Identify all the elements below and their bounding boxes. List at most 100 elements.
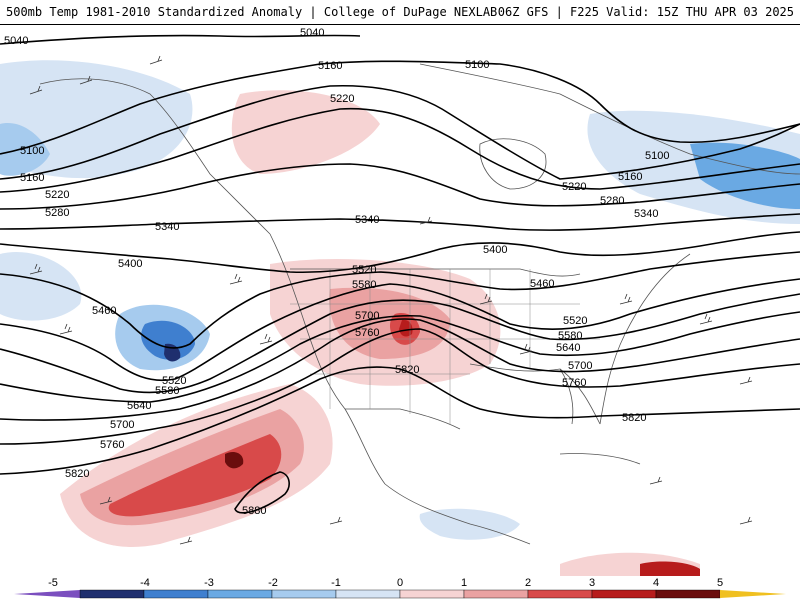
coastline-mexico-pacific [384,483,531,545]
anomaly-colorbar: -5 -4 -3 -2 -1 0 1 2 3 4 5 [0,576,800,600]
tick-label-3: 3 [589,577,595,589]
map-canvas: 5040 5040 5100 5100 5100 5160 5160 5160 … [0,27,800,576]
contour-5160 [0,84,800,180]
tick-label-4: 4 [653,577,659,589]
contour-5100-east [599,103,800,144]
colorbar-segment [271,589,337,599]
contour-5040 [0,34,361,45]
colorbar-segment [14,590,80,598]
contour-5100 [0,60,601,155]
contour-labels: 5040 5040 5100 5100 5100 5160 5160 5160 … [4,27,669,517]
tick-label-2: 2 [525,577,531,589]
map-title: 500mb Temp 1981-2010 Standardized Anomal… [6,5,498,19]
contour-5400 [0,231,800,274]
wind-barb [739,376,753,385]
wind-barb [519,343,533,355]
contour-label-5580-east: 5580 [558,330,582,342]
border-us-mexico [345,408,461,430]
contour-label-5100-west: 5100 [20,145,44,157]
contour-label-5640-west: 5640 [127,400,151,412]
colorbar-segment [143,589,209,599]
coastline-gulf [469,363,601,425]
contour-5340 [0,213,800,231]
colorbar-segment [207,589,273,599]
tick-label-neg4: -4 [140,577,150,589]
cold-anomaly-alaska [0,60,193,179]
contour-label-5760-north: 5760 [355,327,379,339]
contour-label-5040: 5040 [4,35,28,47]
contour-label-5340-east: 5340 [634,208,658,220]
geographic-borders [39,63,800,545]
warm-anomaly-caribbean-core [640,561,700,576]
tick-label-0: 0 [397,577,403,589]
wind-barb [479,293,493,305]
contour-label-5400-center: 5400 [483,244,507,256]
colorbar-segment [655,589,721,599]
contour-5700 [0,318,800,421]
tick-label-neg1: -1 [331,577,341,589]
contour-label-5280-west: 5280 [45,207,69,219]
contour-label-5160-east: 5160 [618,171,642,183]
contour-5760 [0,328,800,445]
contour-5280 [0,163,800,210]
contour-label-5100-north: 5100 [465,59,489,71]
contour-5520 [0,278,800,382]
contour-label-5700-west: 5700 [110,419,134,431]
colorbar-segment [399,589,465,599]
cold-anomaly-canada-east-core [690,142,800,209]
cold-anomaly-alaska-core [0,123,50,176]
contour-label-5520-east: 5520 [563,315,587,327]
cold-anomaly-pacific-west [0,252,82,321]
contour-label-5280-east: 5280 [600,195,624,207]
colorbar-segment [335,589,401,599]
colorbar-segment [720,590,786,598]
contour-5820 [0,366,800,475]
contour-label-5760-east: 5760 [562,377,586,389]
contour-label-5460-west: 5460 [92,305,116,317]
colorbar-segment [591,589,657,599]
wind-barb [29,263,43,275]
tick-label-neg5: -5 [48,577,58,589]
contour-label-5820-east: 5820 [622,412,646,424]
contour-label-5160-north: 5160 [318,60,342,72]
contour-label-5340-center: 5340 [355,214,379,226]
contour-label-5580-north: 5580 [352,279,376,291]
height-contours [0,34,800,514]
contour-label-5040-top: 5040 [300,27,324,39]
contour-label-5820-west: 5820 [65,468,89,480]
contour-5580 [0,293,800,394]
contour-label-5640-east: 5640 [556,342,580,354]
wind-barb [59,323,73,335]
contour-5220 [0,107,800,193]
wind-barb [329,516,343,525]
coastline-hudson-bay [479,138,547,190]
contour-label-5580-south: 5580 [155,385,179,397]
anomaly-shading [0,60,800,576]
wind-barb [149,55,163,65]
wind-barb [179,536,193,545]
tick-label-5: 5 [717,577,723,589]
contour-label-5220-west: 5220 [45,189,69,201]
contour-label-5700-east: 5700 [568,360,592,372]
wind-barb [259,333,273,345]
contour-label-5400-west: 5400 [118,258,142,270]
florida [559,368,574,425]
contour-label-5880: 5880 [242,505,266,517]
contour-label-5520-north: 5520 [352,264,376,276]
warm-anomaly-rockies-peak [399,319,413,337]
warm-anomaly-subtropical-pacific-max [225,452,244,469]
wind-barb [79,75,93,85]
weather-map: 5040 5040 5100 5100 5100 5160 5160 5160 … [0,24,800,576]
cuba [559,453,641,465]
contour-label-5460-east: 5460 [530,278,554,290]
contour-5640 [0,311,800,403]
wind-barb [99,496,113,505]
colorbar-ticks: -5 -4 -3 -2 -1 0 1 2 3 4 5 [48,577,723,589]
colorbar-canvas: -5 -4 -3 -2 -1 0 1 2 3 4 5 [14,577,786,599]
contour-5880 [234,471,290,514]
colorbar-segment [79,589,145,599]
colorbar-segments [14,589,786,599]
wind-barb [229,273,243,285]
colorbar-segment [463,589,529,599]
contour-label-5820-center: 5820 [395,364,419,376]
